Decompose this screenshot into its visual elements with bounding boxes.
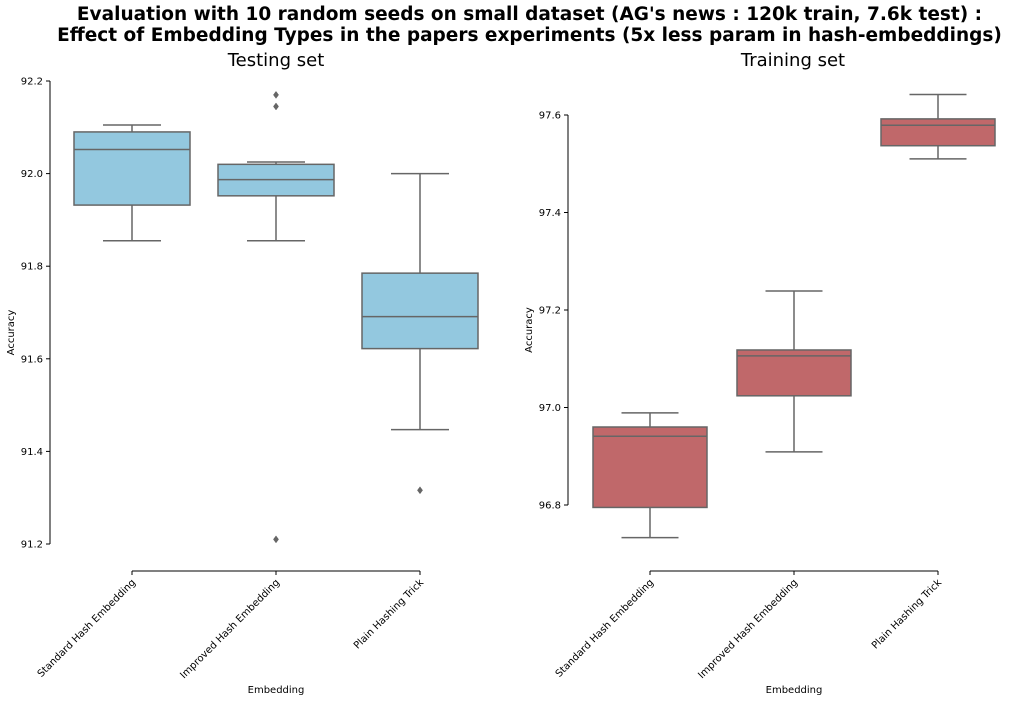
y-tick-label: 91.2 bbox=[21, 540, 43, 551]
box bbox=[73, 131, 191, 206]
x-tick-label: Standard Hash Embedding bbox=[36, 577, 138, 679]
outlier-point bbox=[273, 102, 279, 111]
outlier-point bbox=[417, 486, 423, 495]
box bbox=[592, 426, 708, 509]
subplot-title: Training set bbox=[740, 50, 845, 71]
y-tick-label: 97.0 bbox=[539, 403, 561, 414]
y-axis-label: Accuracy bbox=[6, 310, 17, 356]
y-tick-label: 92.0 bbox=[21, 169, 43, 180]
y-axis-label: Accuracy bbox=[524, 307, 535, 353]
subplot-title: Testing set bbox=[227, 50, 325, 71]
outlier-point bbox=[273, 90, 279, 99]
figure-title-line-1: Evaluation with 10 random seeds on small… bbox=[76, 4, 983, 25]
y-tick-label: 96.8 bbox=[539, 501, 561, 512]
x-axis-label: Embedding bbox=[248, 685, 305, 696]
y-tick-label: 91.4 bbox=[21, 447, 43, 458]
y-tick-label: 97.6 bbox=[539, 111, 561, 122]
x-tick-label: Improved Hash Embedding bbox=[178, 577, 282, 681]
y-tick-label: 97.2 bbox=[539, 306, 561, 317]
x-tick-label: Improved Hash Embedding bbox=[696, 577, 800, 681]
y-tick-label: 92.2 bbox=[21, 77, 43, 88]
outlier-point bbox=[273, 535, 279, 544]
x-tick-label: Plain Hashing Trick bbox=[870, 577, 944, 651]
y-tick-label: 97.4 bbox=[539, 208, 561, 219]
y-tick-label: 91.6 bbox=[21, 354, 43, 365]
box bbox=[736, 349, 852, 397]
x-tick-label: Standard Hash Embedding bbox=[554, 577, 656, 679]
x-axis-label: Embedding bbox=[766, 685, 823, 696]
box bbox=[880, 118, 996, 147]
figure-title-line-2: Effect of Embedding Types in the papers … bbox=[57, 25, 1002, 46]
box bbox=[361, 272, 479, 350]
y-tick-label: 91.8 bbox=[21, 262, 43, 273]
figure-title: Evaluation with 10 random seeds on small… bbox=[0, 4, 1019, 46]
x-tick-label: Plain Hashing Trick bbox=[352, 577, 426, 651]
